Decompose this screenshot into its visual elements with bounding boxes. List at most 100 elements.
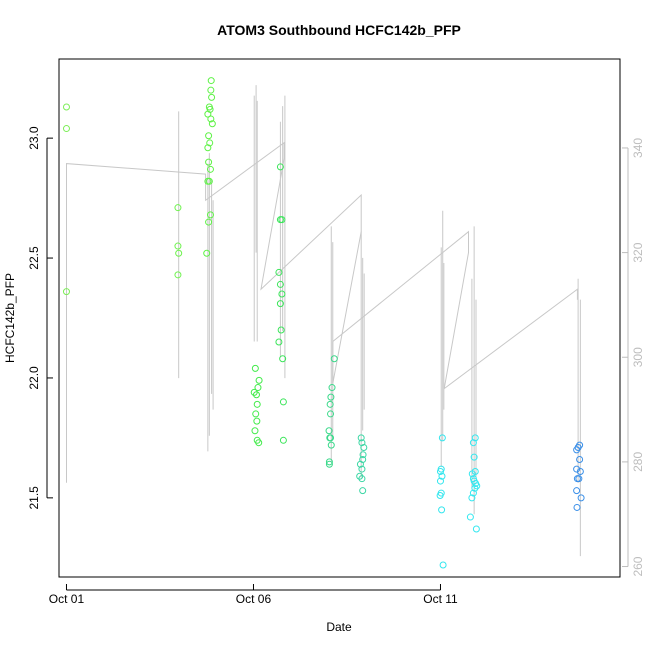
line-series [66, 141, 578, 483]
data-point-51 [327, 410, 335, 418]
data-point-25 [251, 364, 259, 372]
data-point-54 [326, 434, 334, 442]
y-tick-label-1: 22.0 [27, 366, 41, 390]
data-point-39 [275, 268, 283, 276]
y-axis-left: 21.5 22.0 22.5 23.0 [27, 126, 53, 510]
chart-title: ATOM3 Southbound HCFC142b_PFP [217, 22, 461, 38]
data-point-12 [206, 165, 214, 173]
data-point-38 [276, 216, 284, 224]
data-point-1 [62, 125, 70, 133]
y2-tick-label-0: 260 [631, 556, 645, 576]
data-point-7 [203, 249, 211, 257]
data-point-21 [205, 103, 213, 111]
data-point-29 [250, 388, 258, 396]
data-point-72 [438, 472, 446, 480]
data-point-16 [205, 132, 213, 140]
data-point-11 [205, 177, 213, 185]
data-point-36 [276, 163, 284, 171]
data-point-75 [436, 491, 444, 499]
data-point-4 [174, 242, 182, 250]
data-point-90 [466, 513, 474, 521]
data-point-96 [573, 465, 581, 473]
data-point-101 [577, 494, 585, 502]
data-point-78 [471, 434, 479, 442]
data-point-6 [174, 271, 182, 279]
y-axis-right: 260 280 300 320 340 [622, 138, 645, 577]
data-point-99 [575, 475, 583, 483]
data-point-52 [325, 427, 333, 435]
data-point-59 [357, 434, 365, 442]
y2-tick-label-3: 320 [631, 242, 645, 262]
data-point-30 [253, 400, 261, 408]
data-point-94 [573, 446, 581, 454]
scatter-points [62, 77, 585, 569]
data-point-42 [276, 300, 284, 308]
data-point-95 [576, 455, 584, 463]
data-point-2 [62, 288, 70, 296]
data-point-73 [436, 477, 444, 485]
data-point-26 [255, 376, 263, 384]
data-point-68 [359, 487, 367, 495]
data-point-82 [468, 470, 476, 478]
data-point-77 [439, 561, 447, 569]
data-point-55 [327, 441, 335, 449]
data-point-44 [275, 338, 283, 346]
data-point-91 [472, 525, 480, 533]
data-point-76 [438, 506, 446, 514]
data-point-58 [330, 355, 338, 363]
data-point-31 [252, 410, 260, 418]
data-point-45 [279, 355, 287, 363]
data-point-22 [208, 93, 216, 101]
data-point-3 [174, 204, 182, 212]
data-point-97 [576, 467, 584, 475]
data-point-56 [325, 458, 333, 466]
data-point-50 [326, 400, 334, 408]
x-tick-label-2: Oct 11 [423, 592, 458, 606]
data-point-48 [328, 384, 336, 392]
y2-tick-label-4: 340 [631, 138, 645, 158]
data-point-15 [206, 139, 214, 147]
data-point-23 [207, 86, 215, 94]
x-axis: Oct 01 Oct 06 Oct 11 [49, 584, 458, 606]
y-tick-label-2: 22.5 [27, 246, 41, 270]
data-point-102 [573, 503, 581, 511]
data-point-87 [471, 484, 479, 492]
x-tick-label-1: Oct 06 [236, 592, 272, 606]
data-point-43 [277, 326, 285, 334]
line-spikes [178, 85, 581, 557]
data-point-8 [205, 218, 213, 226]
data-point-66 [356, 472, 364, 480]
y-tick-label-3: 23.0 [27, 126, 41, 150]
data-point-49 [327, 393, 335, 401]
data-point-9 [206, 211, 214, 219]
data-point-0 [62, 103, 70, 111]
data-point-17 [208, 120, 216, 128]
data-point-46 [279, 398, 287, 406]
data-point-24 [207, 77, 215, 85]
data-point-67 [358, 475, 366, 483]
data-point-65 [358, 465, 366, 473]
x-axis-title: Date [326, 620, 352, 634]
y-tick-label-0: 21.5 [27, 486, 41, 510]
y-axis-title: HCFC142b_PFP [3, 273, 17, 363]
y2-tick-label-2: 300 [631, 347, 645, 367]
data-point-79 [469, 439, 477, 447]
data-point-35 [255, 439, 263, 447]
data-point-89 [468, 494, 476, 502]
data-point-88 [469, 489, 477, 497]
data-point-28 [252, 391, 260, 399]
data-point-100 [573, 487, 581, 495]
data-point-71 [436, 467, 444, 475]
data-point-13 [205, 158, 213, 166]
line-series-path [66, 141, 578, 483]
data-point-14 [204, 144, 212, 152]
data-point-60 [358, 439, 366, 447]
data-point-61 [360, 444, 368, 451]
y2-tick-label-1: 280 [631, 452, 645, 472]
data-point-27 [254, 384, 262, 392]
data-point-33 [251, 427, 259, 435]
data-point-40 [276, 280, 284, 288]
data-point-47 [279, 436, 287, 444]
data-point-32 [253, 417, 261, 425]
